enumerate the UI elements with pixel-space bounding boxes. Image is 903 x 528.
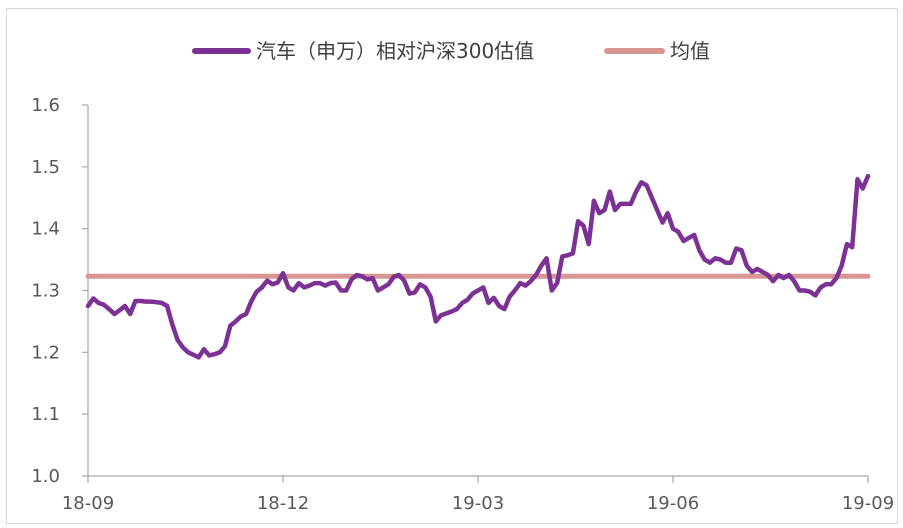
x-tick-label: 19-03 <box>452 493 504 514</box>
y-tick-label: 1.3 <box>31 281 60 302</box>
x-tick-label: 18-12 <box>257 493 309 514</box>
y-tick-label: 1.6 <box>31 95 60 116</box>
chart-frame <box>6 8 898 524</box>
x-tick-label: 18-09 <box>62 493 114 514</box>
legend: 汽车（申万）相对沪深300估值 均值 <box>192 39 710 63</box>
series-line-valuation <box>85 173 871 360</box>
y-tick-label: 1.2 <box>31 342 60 363</box>
legend-label: 均值 <box>670 39 710 63</box>
x-tick-label: 19-09 <box>842 493 894 514</box>
legend-item-mean: 均值 <box>604 39 710 63</box>
series-layer <box>85 173 871 360</box>
y-tick-label: 1.1 <box>31 404 60 425</box>
legend-label: 汽车（申万）相对沪深300估值 <box>256 39 534 63</box>
y-axis: 1.0 1.1 1.2 1.3 1.4 1.5 1.6 <box>31 95 89 487</box>
y-tick-label: 1.4 <box>31 219 60 240</box>
x-axis: 18-09 18-12 19-03 19-06 19-09 <box>62 475 894 514</box>
y-tick-label: 1.5 <box>31 157 60 178</box>
x-tick-label: 19-06 <box>647 493 699 514</box>
legend-item-valuation: 汽车（申万）相对沪深300估值 <box>192 39 534 63</box>
y-tick-label: 1.0 <box>31 466 60 487</box>
